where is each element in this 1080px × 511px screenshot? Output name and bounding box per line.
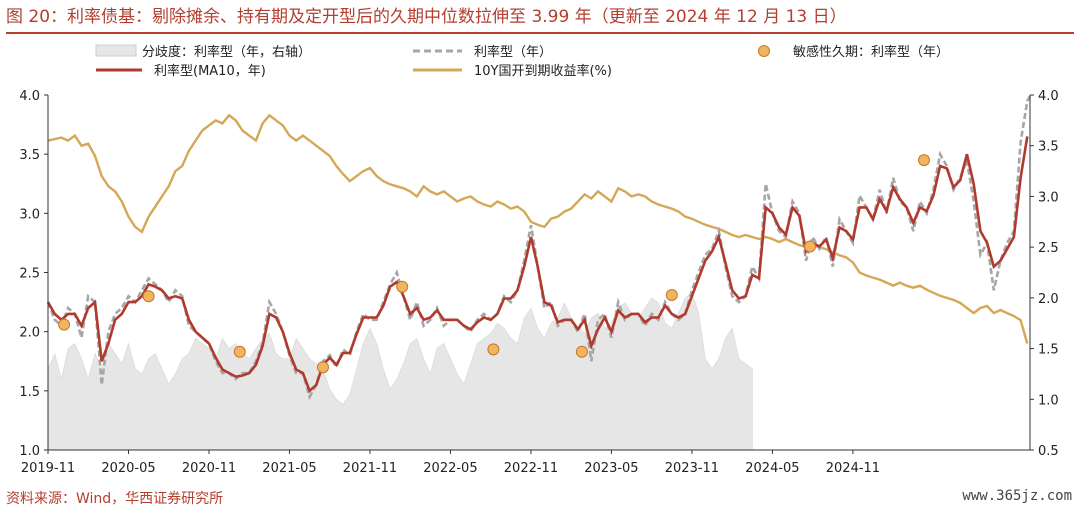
legend-label-ma10: 利率型(MA10，年) — [154, 63, 266, 79]
legend-item-dots: 敏感性久期：利率型（年） — [758, 44, 949, 60]
y-right-tick-label-1: 3.5 — [1038, 140, 1059, 155]
y-left-tick-label-3: 2.5 — [19, 267, 40, 282]
sensitivity-duration-point-8 — [804, 240, 816, 253]
sensitivity-duration-point-0 — [58, 318, 71, 331]
x-tick-label-9: 2024-05 — [745, 461, 799, 476]
legend-label-dots: 敏感性久期：利率型（年） — [793, 44, 949, 60]
x-tick-label-5: 2022-05 — [423, 461, 477, 476]
legend-label-area: 分歧度：利率型（年，右轴） — [142, 44, 311, 60]
sensitivity-duration-point-1 — [142, 290, 155, 303]
y-right-tick-label-6: 1.0 — [1038, 393, 1059, 408]
y-left-tick-label-1: 3.5 — [19, 148, 40, 163]
y-left-tick-label-0: 4.0 — [19, 89, 40, 104]
y-left-tick-label-5: 1.5 — [19, 385, 40, 400]
plot-area — [46, 95, 1032, 451]
x-tick-label-4: 2021-11 — [343, 461, 397, 476]
x-tick-label-3: 2021-05 — [262, 461, 316, 476]
x-tick-label-0: 2019-11 — [21, 461, 75, 476]
legend-item-area: 分歧度：利率型（年，右轴） — [95, 44, 311, 60]
legend-label-yield: 10Y国开到期收益率(%) — [474, 63, 612, 79]
y-right-tick-label-4: 2.0 — [1038, 292, 1059, 307]
y-right-tick-label-3: 2.5 — [1038, 241, 1059, 256]
sensitivity-duration-point-4 — [396, 280, 409, 293]
x-tick-label-6: 2022-11 — [504, 461, 558, 476]
legend-item-yield: 10Y国开到期收益率(%) — [413, 63, 612, 79]
y-right-tick-label-2: 3.0 — [1038, 190, 1059, 205]
y-right-tick-label-0: 4.0 — [1038, 89, 1059, 104]
x-tick-label-8: 2023-11 — [665, 461, 719, 476]
sensitivity-duration-point-6 — [575, 345, 588, 358]
sensitivity-duration-point-3 — [317, 361, 329, 374]
chart: 分歧度：利率型（年，右轴） 利率型（年） 敏感性久期：利率型（年） 利率型(MA… — [19, 44, 1058, 476]
legend-label-dashed: 利率型（年） — [474, 44, 552, 60]
watermark: www.365jz.com — [962, 488, 1072, 504]
sensitivity-duration-point-5 — [487, 343, 500, 356]
legend: 分歧度：利率型（年，右轴） 利率型（年） 敏感性久期：利率型（年） 利率型(MA… — [95, 44, 949, 79]
sensitivity-duration-point-2 — [233, 345, 246, 358]
source-note: 资料来源：Wind，华西证券研究所 — [6, 491, 224, 507]
x-tick-label-10: 2024-11 — [826, 461, 880, 476]
chart-title: 图 20：利率债基：剔除摊余、持有期及定开型后的久期中位数拉伸至 3.99 年（… — [6, 2, 1074, 34]
series-divergence-area — [47, 292, 753, 451]
sensitivity-duration-point-9 — [918, 154, 930, 167]
legend-item-ma10: 利率型(MA10，年) — [96, 63, 266, 79]
y-left-tick-label-2: 3.0 — [19, 207, 40, 222]
legend-swatch-area — [95, 44, 137, 57]
y-right-tick-label-7: 0.5 — [1038, 444, 1059, 459]
axes: 4.0 3.5 3.0 2.5 2.0 1.5 1.0 4.0 3.5 3.0 2.5 2.0 1.5 1… — [19, 89, 1058, 476]
series-duration-ma10-line — [46, 136, 1029, 394]
x-tick-label-2: 2020-11 — [182, 461, 236, 476]
sensitivity-duration-point-7 — [665, 289, 678, 301]
x-tick-label-1: 2020-05 — [101, 461, 155, 476]
series-10y-yield-line — [47, 113, 1029, 344]
y-left-tick-label-4: 2.0 — [19, 326, 40, 341]
x-tick-label-7: 2023-05 — [584, 461, 638, 476]
legend-swatch-dots — [758, 45, 770, 57]
legend-item-dashed: 利率型（年） — [413, 44, 552, 60]
y-left-tick-label-6: 1.0 — [19, 444, 40, 459]
y-right-tick-label-5: 1.5 — [1038, 343, 1059, 358]
